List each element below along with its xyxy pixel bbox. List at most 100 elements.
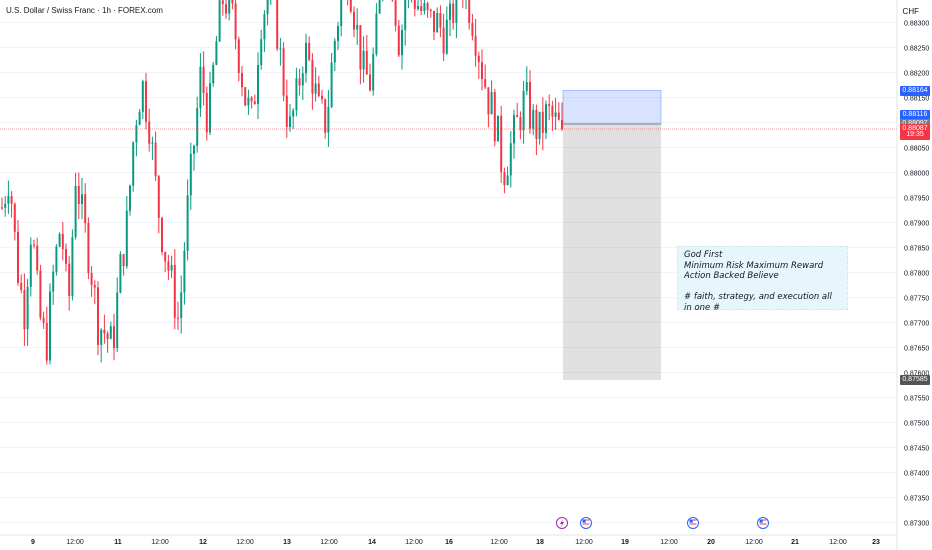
- candle-body: [193, 145, 195, 154]
- time-tick-label: 12:00: [66, 539, 84, 546]
- flag-stripe: [689, 519, 697, 521]
- candle-body: [356, 25, 359, 30]
- flag-stripe: [689, 525, 697, 527]
- candle-body: [497, 115, 499, 142]
- candle-body: [71, 237, 74, 296]
- candle-body: [253, 101, 256, 105]
- us-flag-icon-ring: [580, 517, 592, 529]
- price-tick-label: 0.87650: [904, 346, 929, 353]
- candle-body: [58, 233, 61, 247]
- text-annotation[interactable]: God First Minimum Risk Maximum Reward Ac…: [677, 246, 848, 313]
- candle-body: [321, 95, 323, 100]
- time-tick-label: 19: [621, 539, 629, 546]
- candle-body: [87, 223, 90, 273]
- flag-stripe: [582, 519, 590, 521]
- us-flag-icon[interactable]: [687, 517, 699, 529]
- candle-body: [417, 6, 419, 9]
- candle-body: [173, 264, 176, 318]
- candle-body: [257, 64, 259, 105]
- price-tick-label: 0.88250: [904, 46, 929, 53]
- time-tick-label: 18: [536, 539, 544, 546]
- candle-body: [484, 79, 487, 88]
- candle-body: [375, 13, 378, 54]
- annotation-line: God First: [684, 250, 723, 260]
- price-tag: 0.88164: [900, 85, 930, 96]
- candle-body: [426, 3, 429, 10]
- flag-stripe: [689, 523, 697, 525]
- event-markers[interactable]: [556, 517, 769, 529]
- us-flag-icon[interactable]: [580, 517, 592, 529]
- candle-body: [167, 261, 170, 271]
- candle-body: [61, 233, 64, 250]
- lightning-icon[interactable]: [556, 517, 568, 529]
- time-tick-label: 12:00: [660, 539, 678, 546]
- candle-body: [125, 210, 128, 267]
- time-tick-label: 9: [31, 539, 35, 546]
- candle-body: [84, 194, 87, 224]
- candle-body: [36, 245, 39, 271]
- candle-body: [474, 36, 477, 56]
- candle-body: [519, 117, 522, 131]
- time-tick-label: 11: [114, 539, 122, 546]
- price-tick-label: 0.87450: [904, 446, 929, 453]
- candle-body: [292, 110, 295, 117]
- candle-body: [308, 42, 311, 60]
- candle-body: [7, 196, 10, 204]
- candle-body: [433, 10, 435, 33]
- candle-body: [401, 30, 403, 56]
- candle-body: [49, 291, 51, 361]
- candle-body: [263, 14, 266, 40]
- candle-body: [196, 108, 199, 146]
- candle-body: [4, 203, 7, 208]
- candle-body: [493, 92, 496, 142]
- candle-body: [404, 0, 407, 31]
- candle-body: [266, 0, 269, 15]
- candle-body: [33, 244, 35, 246]
- us-flag-icon[interactable]: [757, 517, 769, 529]
- symbol-title[interactable]: U.S. Dollar / Swiss Franc · 1h · FOREX.c…: [6, 6, 163, 15]
- time-tick-label: 12:00: [320, 539, 338, 546]
- candle-body: [449, 3, 451, 20]
- candle-body: [164, 251, 167, 262]
- candle-body: [282, 48, 285, 96]
- time-axis[interactable]: 9 12:00 11 12:00 12 12:00 13 12:00 14 12:00 16 12:0…: [31, 539, 880, 546]
- candle-body: [68, 263, 71, 296]
- price-tick-label: 0.87500: [904, 421, 929, 428]
- candle-body: [529, 82, 531, 129]
- candle-body: [250, 97, 253, 102]
- candle-body: [42, 317, 45, 323]
- candle-body: [237, 39, 240, 74]
- annotation-line: Action Backed Believe: [684, 271, 779, 281]
- candle-body: [209, 83, 211, 133]
- candle-body: [215, 41, 218, 65]
- candle-body: [413, 0, 416, 9]
- candle-body: [324, 99, 327, 133]
- candle-body: [455, 0, 458, 23]
- candle-body: [394, 0, 397, 26]
- candle-body: [522, 91, 525, 131]
- candle-body: [189, 153, 192, 196]
- flag-stripe: [759, 521, 767, 523]
- candle-body: [228, 0, 231, 14]
- candle-body: [471, 23, 474, 37]
- flag-stripe: [582, 523, 590, 525]
- annotation-line: Minimum Risk Maximum Reward: [684, 260, 824, 271]
- price-tick-label: 0.87850: [904, 246, 929, 253]
- flag-canton: [689, 519, 693, 523]
- candle-body: [138, 111, 141, 126]
- candle-body: [545, 104, 547, 133]
- candle-body: [90, 272, 93, 285]
- candle-body: [276, 0, 279, 49]
- candle-body: [490, 92, 493, 115]
- candle-body: [260, 39, 263, 65]
- candle-body: [55, 246, 58, 272]
- time-tick-label: 16: [445, 539, 453, 546]
- candle-body: [180, 292, 183, 318]
- price-tick-label: 0.87950: [904, 196, 929, 203]
- candle-body: [337, 26, 339, 41]
- position-tool[interactable]: [562, 90, 662, 381]
- candle-body: [372, 53, 375, 91]
- candle-body: [487, 87, 490, 115]
